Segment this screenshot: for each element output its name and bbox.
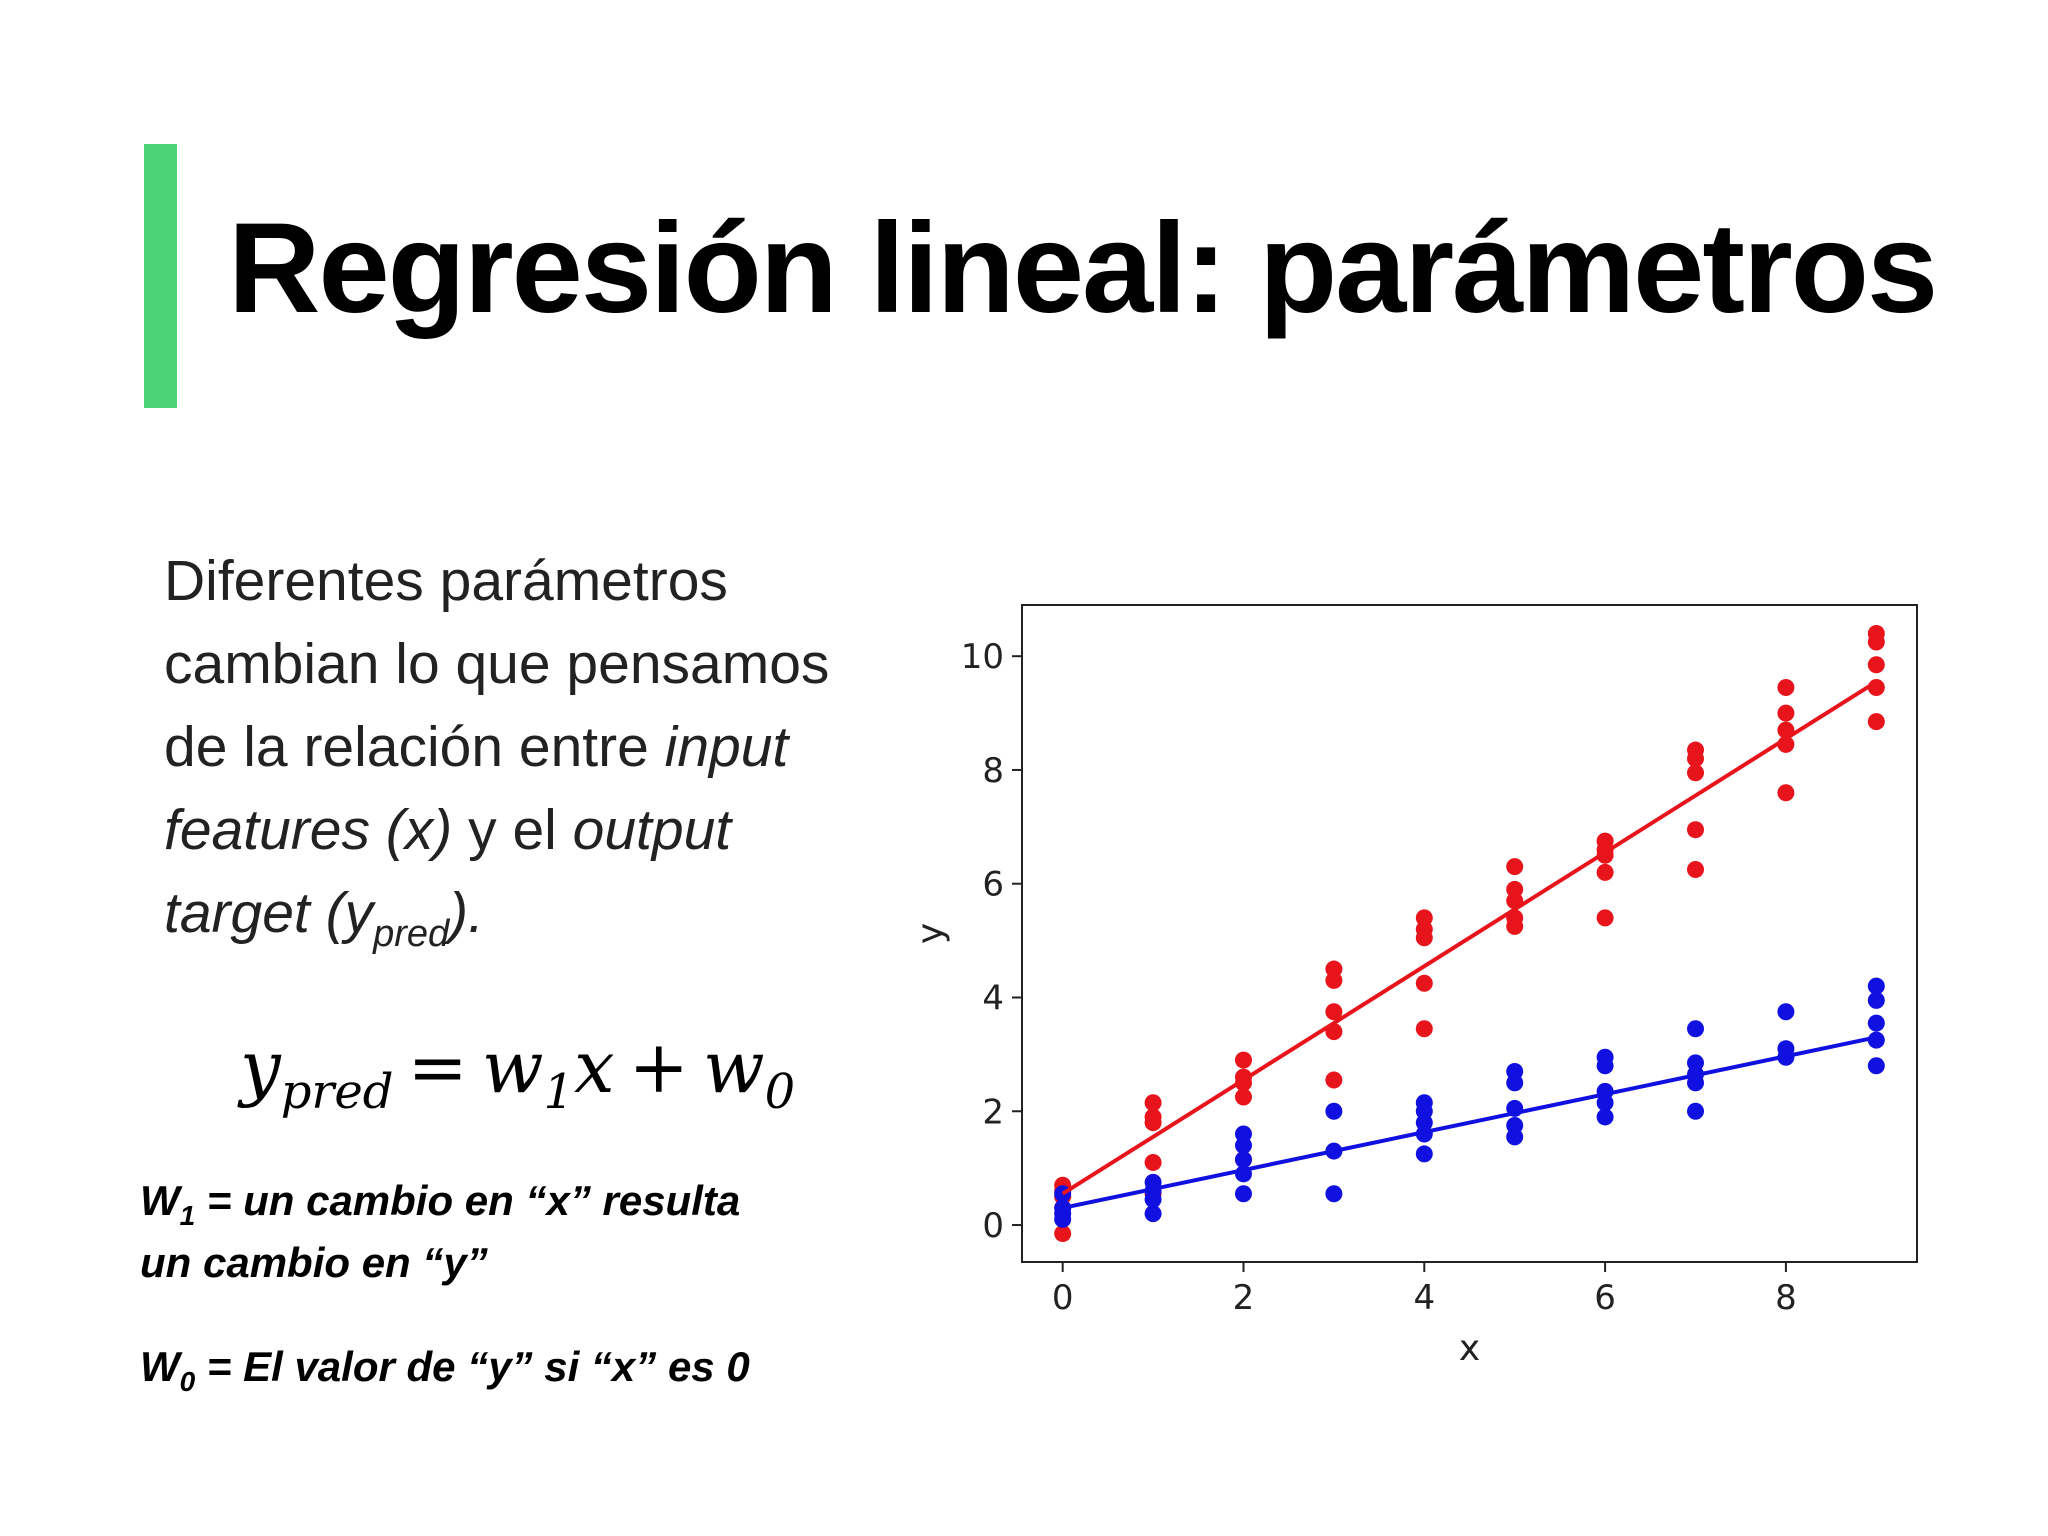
data-point xyxy=(1234,1151,1252,1169)
data-point xyxy=(1144,1114,1162,1132)
data-point xyxy=(1867,1014,1885,1032)
data-point xyxy=(1596,1057,1614,1075)
data-point xyxy=(1687,750,1705,768)
data-point xyxy=(1596,863,1614,881)
y-tick-label: 6 xyxy=(982,865,1004,905)
regression-formula: ypred = w1x + w0 xyxy=(240,1025,796,1120)
y-axis-label: y xyxy=(920,923,951,944)
plot-area xyxy=(1021,604,1918,1263)
y-tick-label: 8 xyxy=(982,751,1004,791)
data-point xyxy=(1867,633,1885,651)
data-point xyxy=(1506,1074,1524,1092)
data-point xyxy=(1867,713,1885,731)
y-tick-label: 4 xyxy=(982,978,1004,1018)
y-tick-label: 10 xyxy=(961,637,1004,677)
data-point xyxy=(1144,1205,1162,1223)
data-point xyxy=(1506,1128,1524,1146)
fit-line xyxy=(1062,1035,1877,1210)
data-point xyxy=(1777,784,1795,802)
data-point xyxy=(1596,1094,1614,1112)
data-point xyxy=(1596,1108,1614,1126)
x-tick-label: 8 xyxy=(1775,1278,1797,1318)
data-point xyxy=(1687,1074,1705,1092)
scatter-chart: 0 2 4 6 8 0 2 4 6 8 10 x y xyxy=(920,604,1918,1369)
data-point xyxy=(1325,1185,1343,1203)
data-point xyxy=(1687,821,1705,839)
x-tick-label: 4 xyxy=(1413,1278,1435,1318)
data-point xyxy=(1054,1225,1072,1243)
description-input-features: input features (x) xyxy=(164,715,789,862)
data-point xyxy=(1234,1136,1252,1154)
data-point xyxy=(1325,1071,1343,1089)
y-tick-label: 2 xyxy=(982,1092,1004,1132)
description-output-target: output target (ypred). xyxy=(164,798,732,955)
data-point xyxy=(1325,1102,1343,1120)
data-point xyxy=(1234,1088,1252,1106)
fit-line xyxy=(1061,680,1878,1196)
data-point xyxy=(1867,991,1885,1009)
data-point xyxy=(1144,1094,1162,1112)
x-tick-label: 6 xyxy=(1594,1278,1616,1318)
x-tick-label: 2 xyxy=(1233,1278,1255,1318)
data-point xyxy=(1867,656,1885,674)
data-point xyxy=(1687,1102,1705,1120)
data-point xyxy=(1325,971,1343,989)
data-point xyxy=(1687,861,1705,879)
slide-title: Regresión lineal: parámetros xyxy=(228,197,1938,340)
x-tick-label: 0 xyxy=(1052,1278,1074,1318)
data-point xyxy=(1325,1003,1343,1021)
x-axis-label: x xyxy=(1459,1328,1480,1369)
data-point xyxy=(1777,704,1795,722)
data-point xyxy=(1867,1057,1885,1075)
data-point xyxy=(1506,917,1524,935)
data-point xyxy=(1415,974,1433,992)
w0-definition: W0 = El valor de “y” si “x” es 0 xyxy=(140,1343,750,1397)
data-point xyxy=(1687,1020,1705,1038)
title-accent-bar xyxy=(144,144,177,408)
data-point xyxy=(1867,977,1885,995)
data-point xyxy=(1867,1031,1885,1049)
description-text: Diferentes parámetros cambian lo que pen… xyxy=(164,540,884,955)
description-part-2: y el xyxy=(452,798,573,862)
data-point xyxy=(1144,1153,1162,1171)
data-point xyxy=(1687,764,1705,782)
data-point xyxy=(1054,1210,1072,1228)
data-point xyxy=(1144,1190,1162,1208)
data-point xyxy=(1777,1003,1795,1021)
data-point xyxy=(1234,1051,1252,1069)
data-point xyxy=(1415,929,1433,947)
data-point xyxy=(1777,678,1795,696)
pred-subscript: pred xyxy=(373,913,450,955)
data-point xyxy=(1415,1145,1433,1163)
data-point xyxy=(1415,1020,1433,1038)
data-point xyxy=(1506,858,1524,876)
description-part-1: Diferentes parámetros cambian lo que pen… xyxy=(164,549,830,779)
data-point xyxy=(1596,909,1614,927)
w1-definition: W1 = un cambio en “x” resulta un cambio … xyxy=(140,1177,741,1286)
y-tick-label: 0 xyxy=(982,1206,1004,1246)
data-point xyxy=(1234,1185,1252,1203)
